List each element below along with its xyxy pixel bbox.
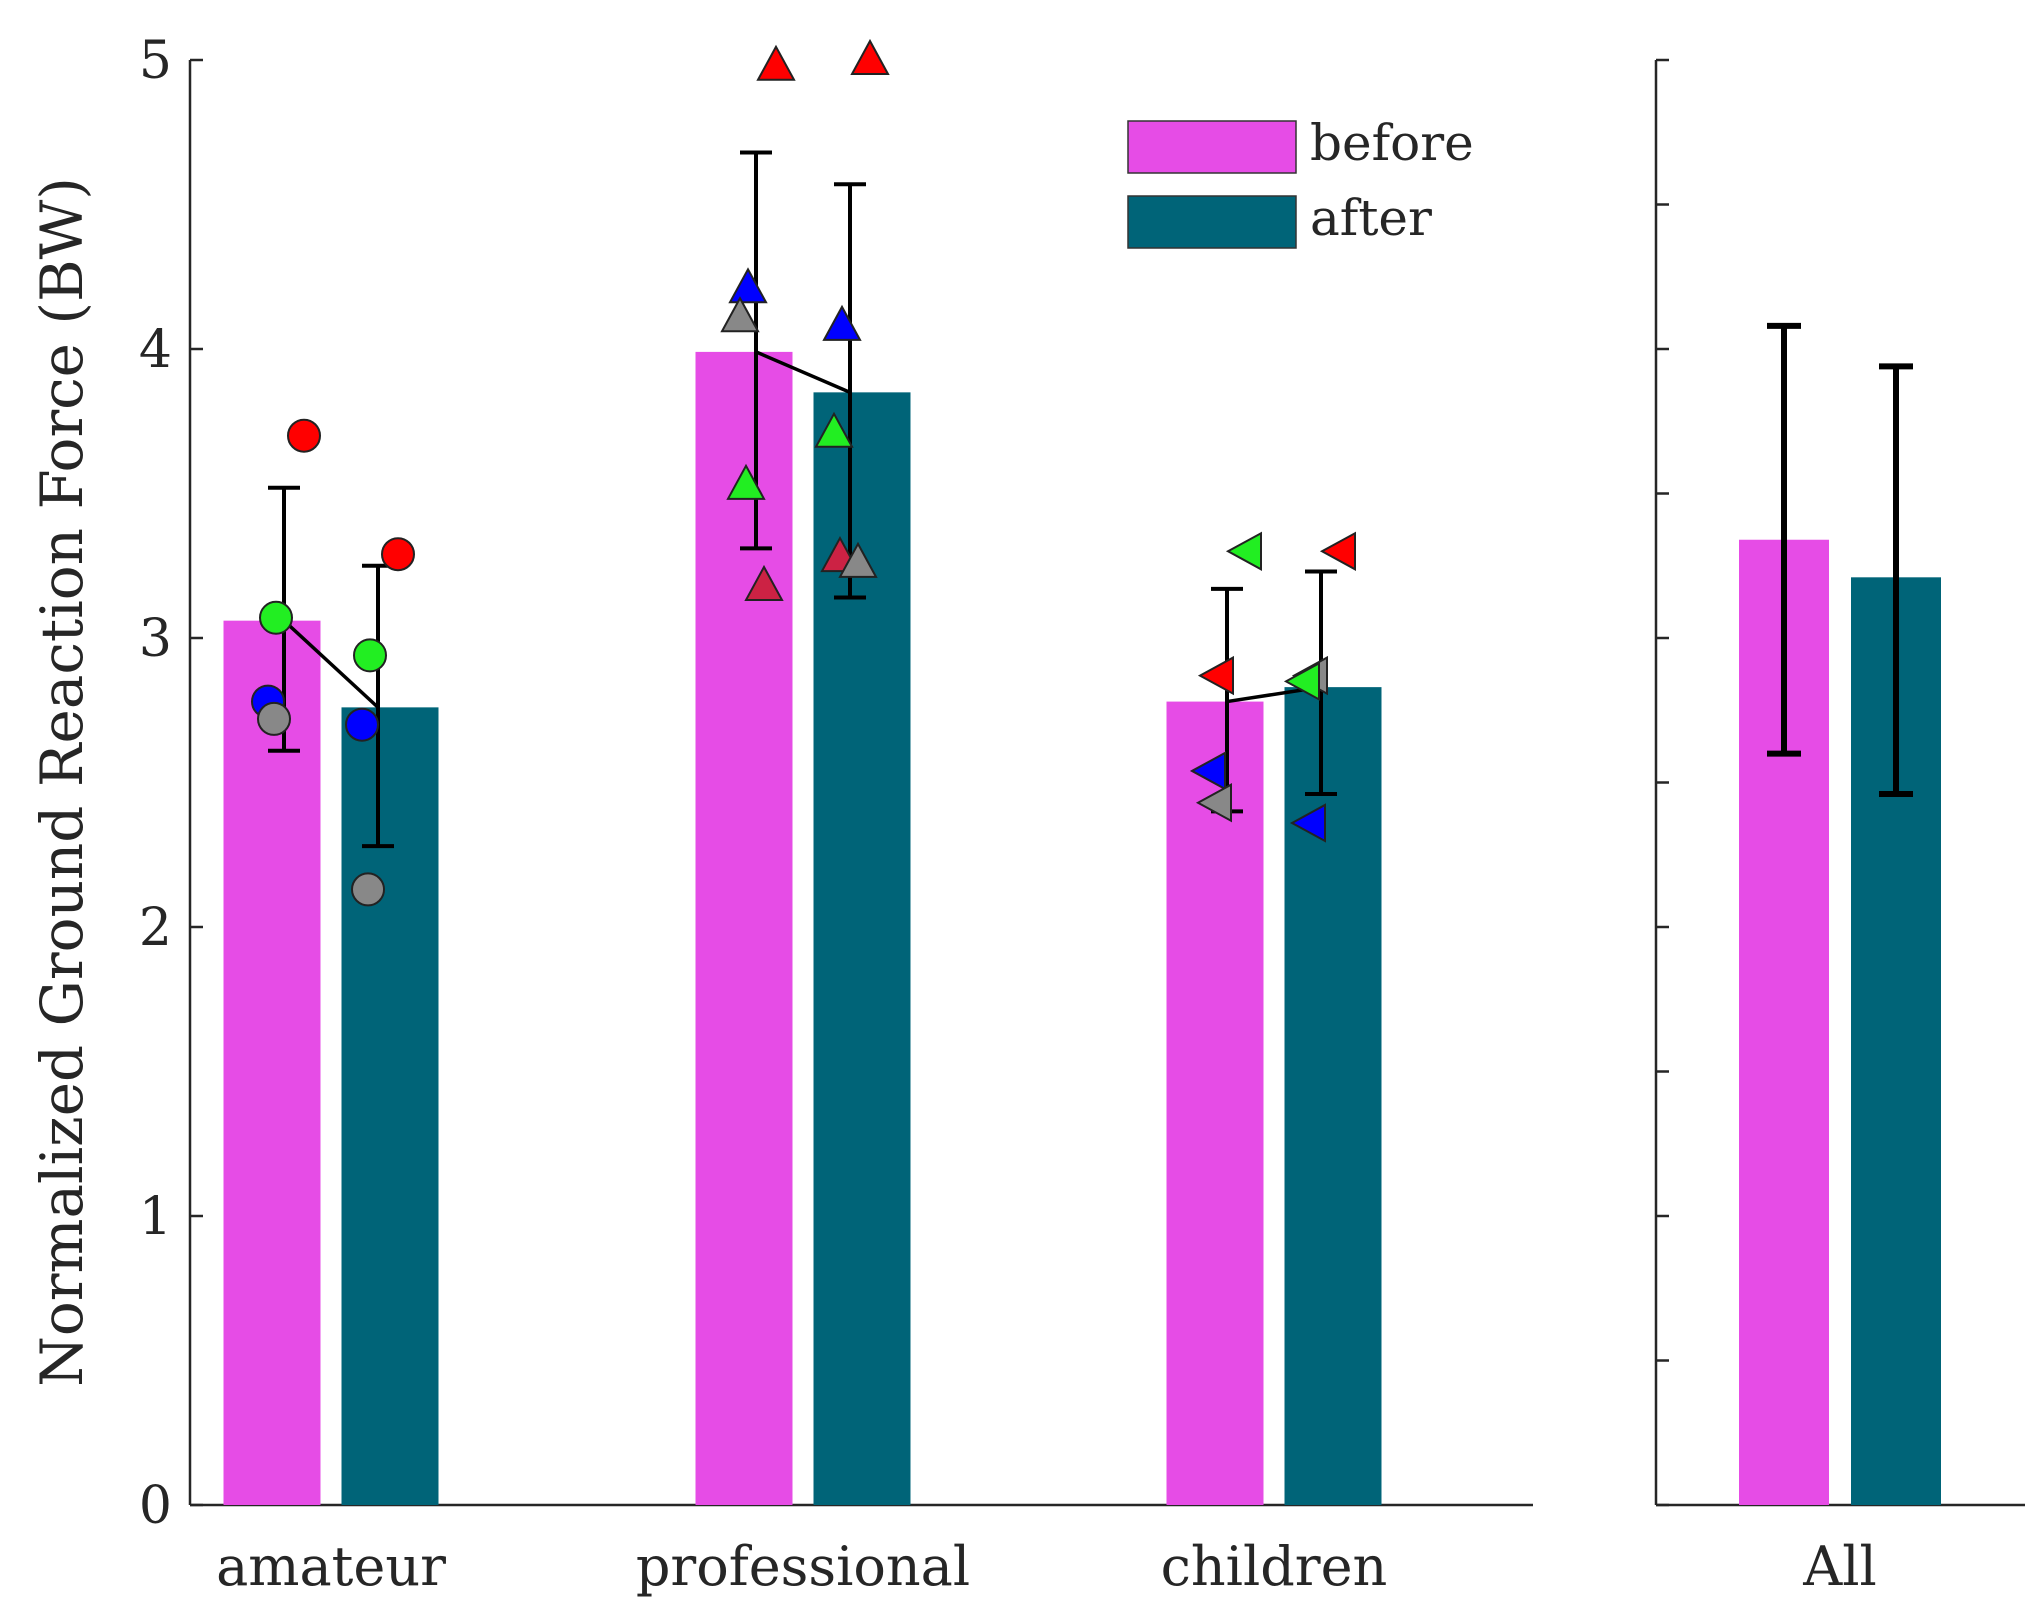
category-label-All: All: [1802, 1535, 1877, 1598]
left-mean-lines: [282, 350, 1322, 709]
left-panel: 0 1 2 3 4 5 amateur professional children: [139, 31, 1533, 1598]
legend-label-before: before: [1310, 114, 1474, 172]
data-point: [1225, 531, 1262, 571]
y-tick-label: 0: [139, 1476, 172, 1536]
data-point: [259, 600, 293, 635]
data-point: [838, 541, 878, 578]
data-point: [1289, 803, 1326, 843]
bar-before-amateur: [223, 620, 321, 1505]
legend: before after: [1127, 114, 1474, 249]
right-error-bars: [1767, 322, 1913, 798]
legend-label-after: after: [1310, 189, 1432, 247]
legend-swatch-after: [1127, 195, 1297, 249]
data-point: [1195, 783, 1232, 823]
data-point: [726, 463, 766, 500]
data-point: [1283, 661, 1320, 702]
bar-before-professional: [695, 351, 793, 1505]
right-category-labels: All: [1802, 1535, 1877, 1598]
right-panel: All: [1654, 58, 2025, 1598]
y-tick-label: 5: [139, 31, 172, 91]
data-point: [850, 38, 890, 75]
bar-after-amateur: [341, 707, 439, 1505]
bar-after-children: [1284, 687, 1382, 1505]
data-point: [353, 638, 387, 673]
right-bars: [1739, 539, 1941, 1505]
right-y-ticks: [1656, 58, 1669, 1507]
y-tick-label: 2: [139, 898, 172, 958]
left-category-labels: amateur professional children: [216, 1535, 1387, 1598]
data-point: [728, 267, 768, 304]
data-point: [287, 418, 321, 453]
data-point: [1189, 751, 1226, 791]
left-y-ticks: 0 1 2 3 4 5: [139, 31, 203, 1536]
data-point: [720, 296, 760, 333]
data-point: [822, 304, 862, 341]
left-bars: [223, 351, 1382, 1506]
data-point: [257, 701, 291, 736]
category-label-amateur: amateur: [216, 1535, 446, 1598]
data-point: [1197, 655, 1234, 696]
category-label-children: children: [1161, 1535, 1388, 1598]
y-axis-title: Normalized Ground Reaction Force (BW): [28, 177, 96, 1387]
legend-swatch-before: [1127, 120, 1297, 174]
data-point: [744, 564, 784, 601]
data-point: [351, 872, 385, 907]
data-point: [814, 411, 854, 448]
left-individual-markers: [251, 38, 1356, 907]
data-point: [1319, 531, 1356, 571]
y-tick-label: 3: [139, 609, 172, 669]
data-point: [345, 707, 379, 742]
y-tick-label: 1: [139, 1187, 172, 1247]
mean-line-professional: [755, 350, 851, 394]
bar-before-children: [1166, 701, 1264, 1505]
mean-line-amateur: [282, 619, 380, 709]
y-tick-label: 4: [139, 320, 172, 380]
category-label-professional: professional: [636, 1535, 970, 1598]
data-point: [381, 537, 415, 572]
data-point: [756, 44, 796, 81]
